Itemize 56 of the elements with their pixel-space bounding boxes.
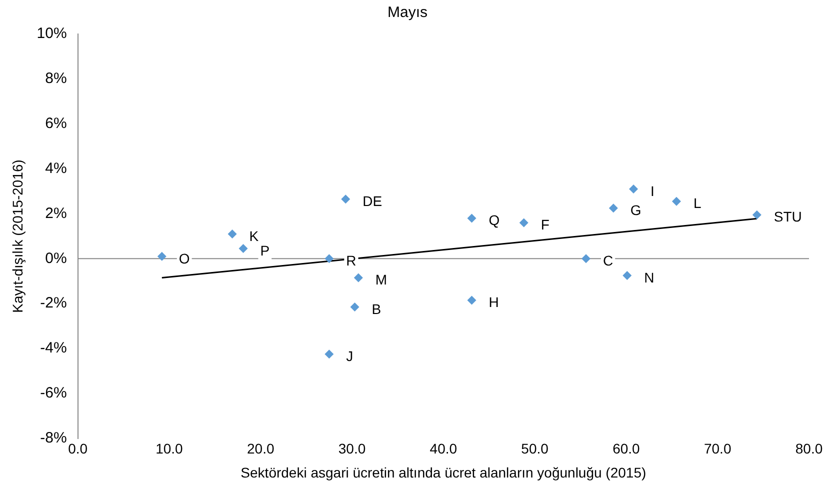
point [228, 229, 237, 238]
annotation: G [630, 202, 642, 218]
y-tick-label: 4% [45, 160, 67, 177]
y-tick-label: 2% [45, 204, 67, 222]
y-tick-label: -2% [40, 294, 67, 312]
annotation: L [693, 195, 702, 212]
point [354, 273, 363, 282]
y-tick-label: 6% [45, 115, 67, 132]
point [324, 350, 334, 359]
annotation: C [602, 252, 614, 269]
y-tick-label: -8% [40, 430, 67, 447]
annotation: F [540, 216, 550, 233]
annotation: R [346, 252, 356, 269]
annotation: K [249, 228, 260, 244]
x-tick-label: 30.0 [338, 440, 366, 457]
x-tick-label: 0.0 [68, 440, 88, 457]
x-tick-label: 80.0 [795, 440, 823, 457]
y-axis-title: Kayıt-dışılık (2015-2016) [9, 160, 26, 313]
annotation: B [372, 300, 382, 317]
annotation: J [346, 348, 354, 364]
annotation: N [644, 269, 654, 286]
x-tick-label: 60.0 [612, 440, 640, 457]
x-tick-label: 20.0 [246, 440, 274, 457]
x-tick-label: 10.0 [156, 440, 184, 457]
point [341, 194, 350, 204]
annotation: P [260, 242, 270, 258]
x-tick-label: 40.0 [430, 440, 458, 457]
chart-title: Mayıs [387, 4, 428, 22]
annotation: M [375, 272, 388, 288]
point [324, 254, 334, 264]
y-tick-label: 0% [45, 250, 67, 267]
point [467, 296, 476, 305]
annotation: H [488, 294, 499, 310]
annotation: STU [774, 208, 802, 225]
point [157, 252, 166, 261]
y-tick-label: -6% [40, 384, 67, 402]
y-tick-label: 10% [36, 25, 67, 42]
point [752, 210, 762, 220]
annotation: I [650, 182, 654, 199]
annotation: Q [488, 212, 500, 228]
y-tick-label: 8% [45, 70, 67, 88]
point [467, 214, 476, 223]
x-tick-label: 70.0 [704, 440, 732, 457]
annotation: O [178, 250, 190, 266]
x-axis-title: Sektördeki asgari ücretin altında ücret alanların yoğunluğu (2015) [240, 464, 646, 480]
point [581, 254, 590, 264]
point [672, 196, 681, 206]
point [622, 271, 632, 280]
point [350, 302, 360, 312]
x-tick-label: 50.0 [521, 440, 549, 457]
point [629, 184, 638, 194]
point [519, 218, 528, 228]
y-tick-label: -4% [40, 340, 67, 357]
annotation: DE [362, 192, 382, 209]
point [238, 244, 248, 254]
point [608, 204, 618, 213]
